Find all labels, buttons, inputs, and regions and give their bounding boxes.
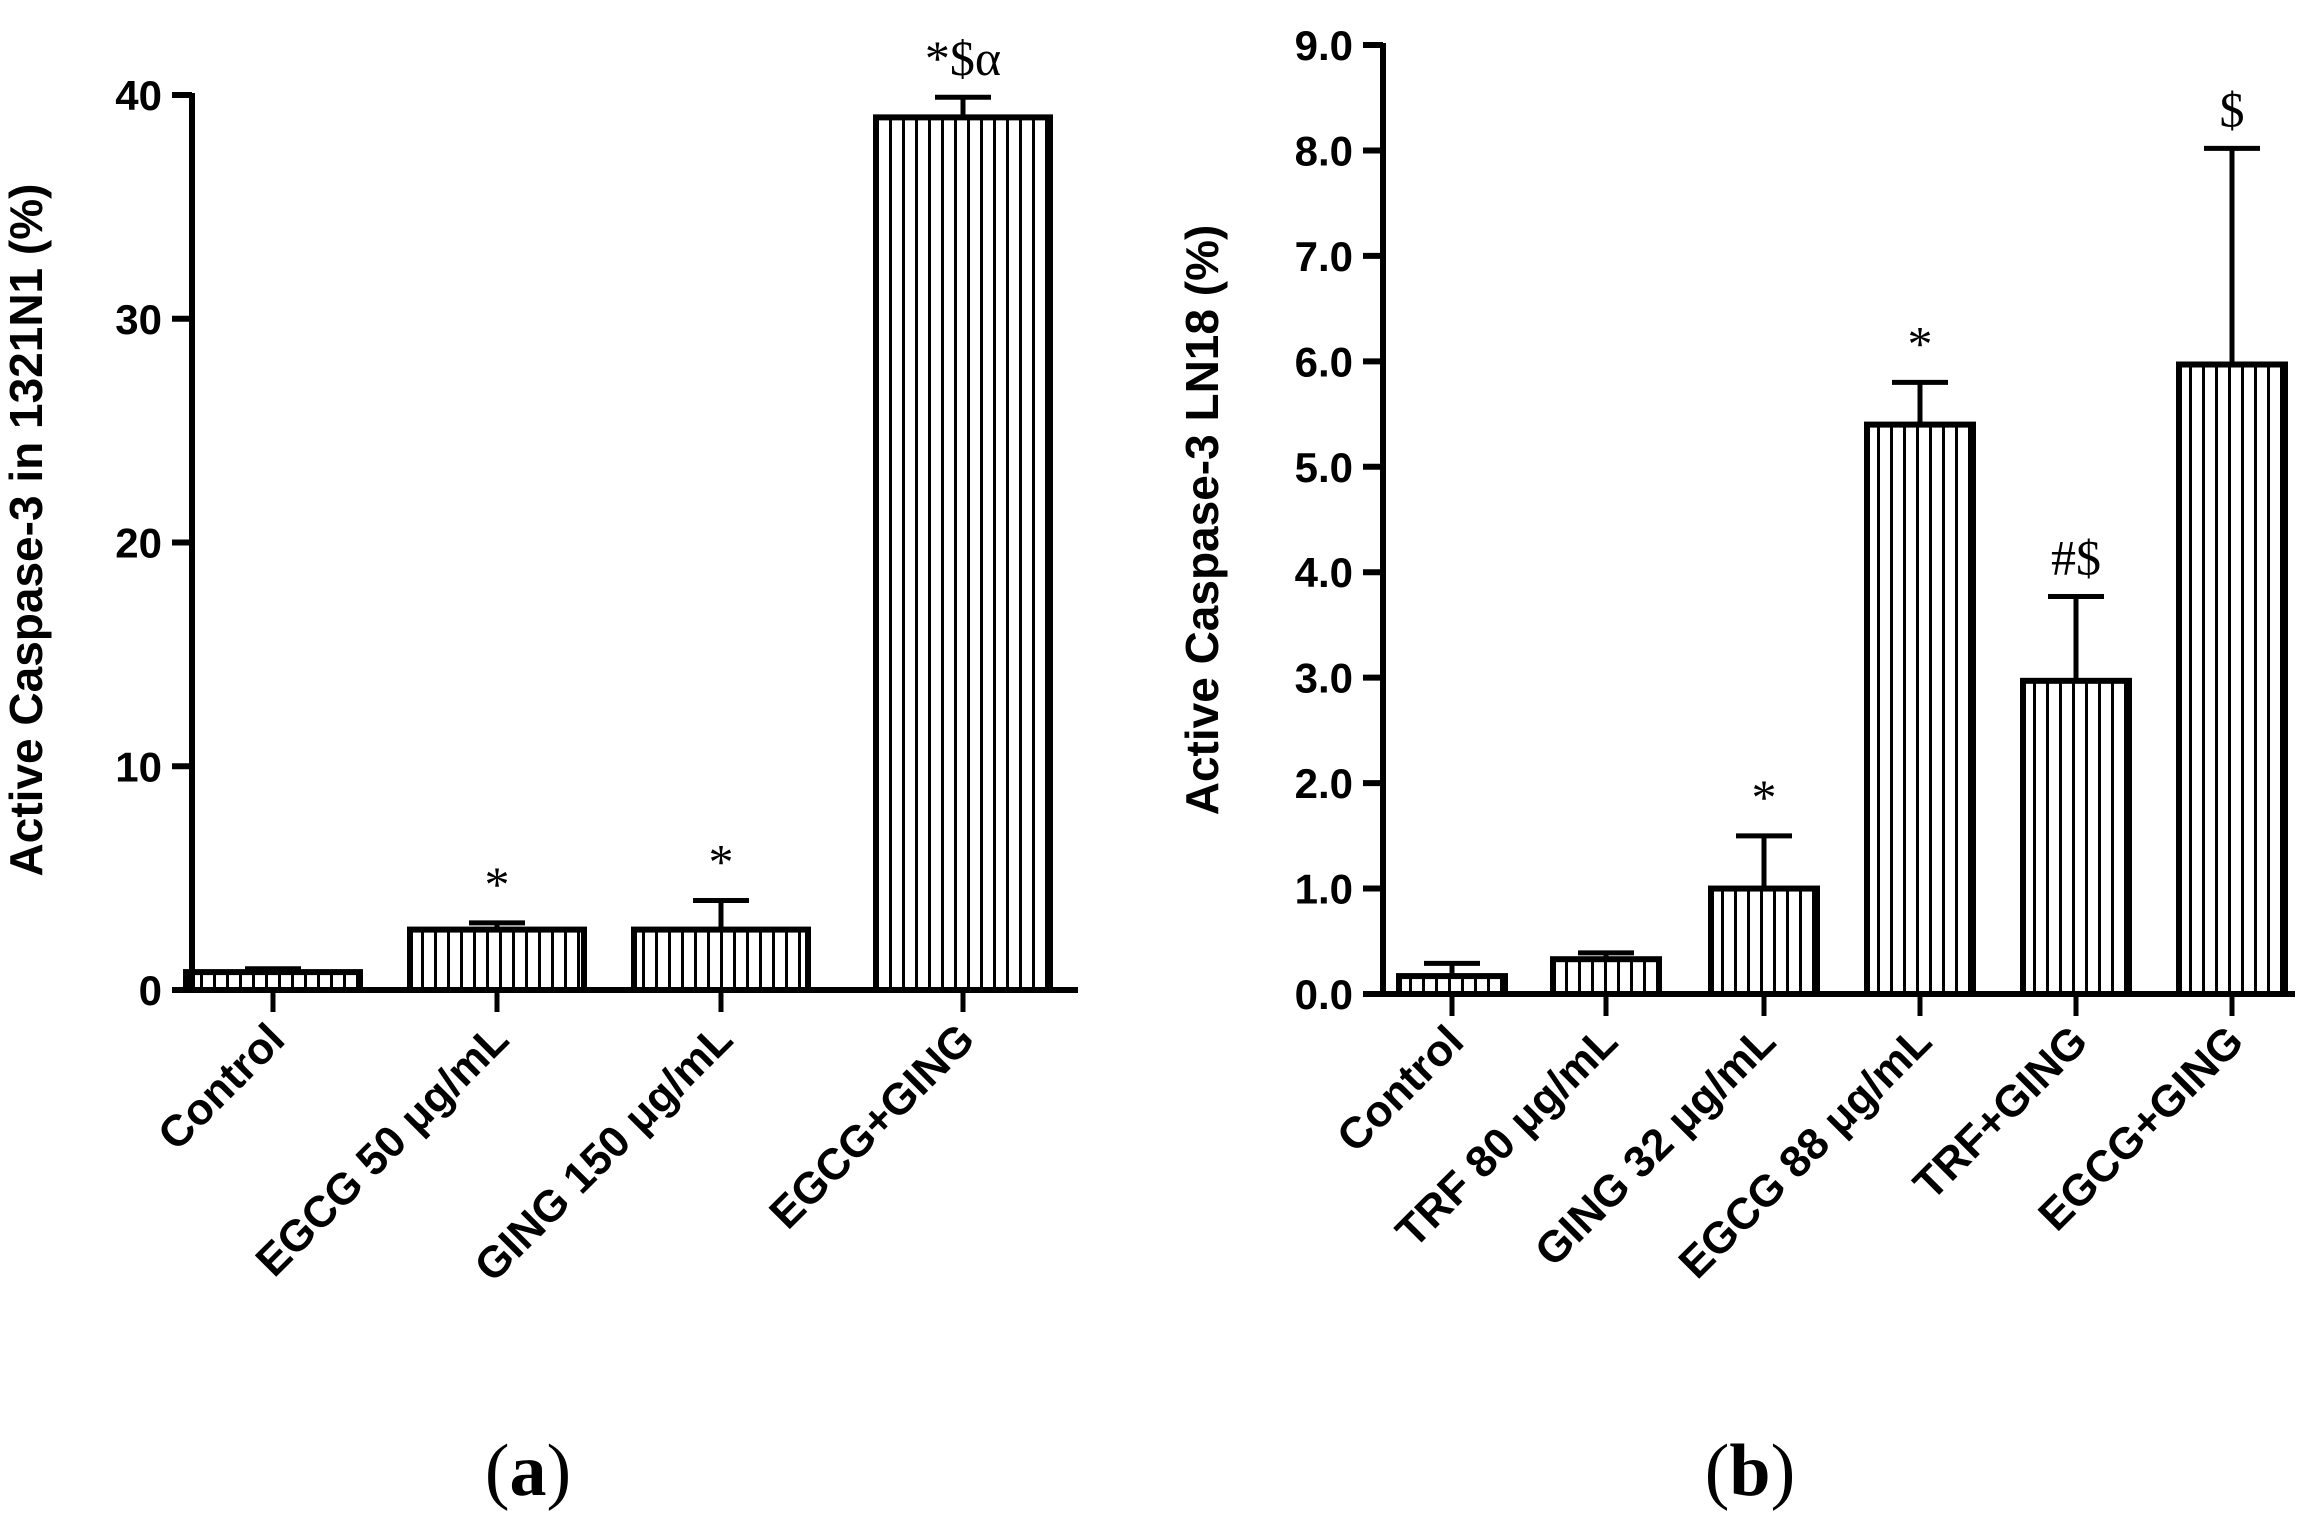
panel-b-significance-label: * (1752, 769, 1777, 825)
panel-a-significance-label: *$α (925, 30, 1001, 86)
panel-b-y-ticks: 0.0 1.0 2.0 3.0 4.0 5.0 6.0 7.0 8.0 9.0 (1295, 22, 1383, 1018)
panel-b-annotations: * * #$ $ (1752, 81, 2245, 824)
panel-b-y-tick-label: 0.0 (1295, 971, 1353, 1018)
panel-a-axes (189, 93, 1078, 993)
panel-a-annotations: * * *$α (485, 30, 1002, 912)
panel-a-significance-label: * (485, 856, 510, 912)
panel-b-letter: b (1729, 1430, 1770, 1512)
panel-a-bar (631, 926, 811, 994)
panel-a-y-axis-label: Active Caspase-3 in 1321N1 (%) (0, 184, 52, 877)
panel-a-letter: a (510, 1430, 547, 1512)
panel-a-bar (407, 926, 587, 994)
panel-a-bars (183, 114, 1053, 994)
panel-a-significance-label: * (709, 834, 734, 890)
panel-b-bar (1550, 956, 1662, 997)
panel-b-y-tick-label: 2.0 (1295, 760, 1353, 807)
panel-b-y-tick-label: 6.0 (1295, 338, 1353, 385)
panel-b-bar (2020, 677, 2132, 998)
panel-b-label: (b) (1705, 1430, 1795, 1512)
panel-b-error-bars (1424, 145, 2260, 977)
panel-b-y-tick-label: 9.0 (1295, 22, 1353, 69)
panel-a-y-ticks: 0 10 20 30 40 (115, 72, 192, 1014)
panel-b-y-tick-label: 8.0 (1295, 127, 1353, 174)
panel-b-chart: Active Caspase-3 LN18 (%) 0.0 1.0 2.0 3.0 4.… (1176, 22, 2295, 1512)
panel-b-x-tick-label: Control (1328, 1016, 1473, 1161)
panel-a-y-tick-label: 40 (115, 72, 162, 119)
panel-a-bar (873, 114, 1053, 993)
panel-a-y-tick-label: 0 (139, 967, 162, 1014)
panel-a-x-tick-label: Control (149, 1014, 294, 1159)
panel-b-y-axis-label: Active Caspase-3 LN18 (%) (1176, 225, 1228, 816)
panel-b-bar (1708, 885, 1820, 997)
panel-b-y-tick-label: 5.0 (1295, 444, 1353, 491)
panel-b-axes (1380, 43, 2295, 997)
panel-a-chart: Active Caspase-3 in 1321N1 (%) 0 10 20 30 40… (0, 30, 1078, 1512)
panel-b-significance-label: $ (2220, 81, 2245, 137)
panel-a-y-tick-label: 30 (115, 296, 162, 343)
panel-b-y-tick-label: 4.0 (1295, 549, 1353, 596)
panel-b-significance-label: * (1908, 315, 1933, 371)
panel-a-y-tick-label: 20 (115, 520, 162, 567)
panel-b-significance-label: #$ (2051, 529, 2101, 585)
panel-a-y-tick-label: 10 (115, 743, 162, 790)
panel-b-y-tick-label: 1.0 (1295, 866, 1353, 913)
panel-b-y-tick-label: 3.0 (1295, 655, 1353, 702)
panel-b-bar (1864, 421, 1976, 998)
panel-a-label: (a) (485, 1430, 571, 1512)
panel-b-bar (2176, 361, 2288, 998)
panel-a-x-tick-label: EGCG+GING (760, 1014, 984, 1238)
panel-a-error-bars (245, 94, 991, 973)
panel-b-bars (1396, 361, 2288, 998)
panel-b-y-tick-label: 7.0 (1295, 233, 1353, 280)
